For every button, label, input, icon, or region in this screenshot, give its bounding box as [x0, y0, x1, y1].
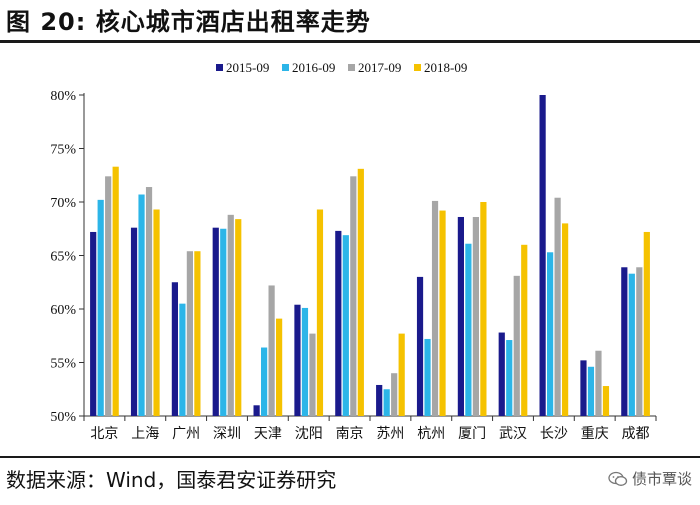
- legend-swatch: [348, 64, 355, 71]
- bar: [309, 333, 316, 416]
- bar: [227, 214, 234, 416]
- bar: [439, 210, 446, 416]
- chart-title: 图 20: 核心城市酒店出租率走势: [6, 8, 371, 36]
- x-tick-label: 北京: [90, 426, 118, 442]
- wechat-icon: [608, 471, 628, 486]
- bar: [145, 187, 153, 416]
- footer-divider: [0, 456, 700, 458]
- bar: [253, 405, 260, 416]
- x-tick-label: 长沙: [540, 426, 568, 442]
- x-tick-label: 杭州: [417, 426, 445, 442]
- x-tick-label: 重庆: [581, 426, 609, 442]
- bar: [350, 176, 357, 416]
- bar: [186, 251, 193, 416]
- bar: [539, 95, 546, 416]
- bar: [480, 202, 487, 416]
- bar: [562, 223, 569, 416]
- x-tick-label: 沈阳: [295, 426, 323, 442]
- y-tick-label: 75%: [50, 143, 76, 158]
- bar: [391, 373, 398, 416]
- bar: [621, 267, 628, 416]
- bar: [472, 216, 479, 416]
- bar: [335, 230, 342, 416]
- bar: [212, 227, 219, 416]
- bar: [506, 340, 513, 416]
- bar: [643, 231, 650, 416]
- x-tick-label: 厦门: [458, 426, 486, 442]
- bar: [97, 199, 104, 416]
- x-tick-label: 上海: [131, 426, 159, 442]
- bar: [90, 231, 97, 416]
- bar: [416, 276, 424, 416]
- y-tick-label: 55%: [50, 357, 76, 372]
- y-tick-label: 60%: [50, 303, 76, 318]
- bar: [316, 209, 324, 416]
- bar: [465, 243, 472, 416]
- source-note: 数据来源：Wind，国泰君安证券研究: [6, 468, 337, 492]
- watermark: 债市覃谈: [608, 468, 692, 489]
- legend-swatch: [414, 64, 421, 71]
- bar: [235, 219, 242, 416]
- bar: [179, 303, 186, 416]
- bar: [220, 228, 227, 416]
- bar: [521, 244, 528, 416]
- bar: [398, 333, 405, 416]
- bar: [628, 273, 635, 416]
- legend-label: 2018-09: [424, 60, 467, 75]
- bar: [587, 366, 595, 416]
- bar: [595, 350, 602, 416]
- bar: [342, 235, 349, 416]
- x-tick-label: 深圳: [213, 426, 241, 442]
- legend-swatch: [282, 64, 289, 71]
- bar: [513, 275, 520, 416]
- title-divider: [0, 40, 700, 43]
- legend-swatch: [216, 64, 223, 71]
- bar: [602, 386, 610, 416]
- bar: [498, 332, 505, 416]
- x-tick-label: 苏州: [376, 426, 404, 442]
- bar: [105, 176, 112, 416]
- bar: [301, 307, 309, 416]
- bar: [276, 318, 283, 416]
- bar: [357, 168, 364, 416]
- y-tick-label: 50%: [50, 410, 76, 425]
- bar: [194, 251, 201, 416]
- legend-label: 2015-09: [226, 60, 269, 75]
- x-tick-label: 南京: [336, 426, 364, 442]
- x-tick-label: 天津: [254, 426, 282, 442]
- bar: [153, 209, 160, 416]
- bar: [431, 200, 439, 416]
- bar: [294, 304, 301, 416]
- bar: [424, 338, 431, 416]
- watermark-text: 债市覃谈: [631, 470, 692, 488]
- legend-label: 2016-09: [292, 60, 335, 75]
- x-tick-label: 成都: [622, 426, 650, 442]
- bar: [554, 197, 561, 416]
- bar: [130, 227, 138, 416]
- bar: [376, 384, 383, 416]
- bar: [138, 194, 145, 416]
- x-tick-label: 武汉: [499, 426, 527, 442]
- legend-label: 2017-09: [358, 60, 401, 75]
- bar: [636, 267, 643, 416]
- bar: [171, 282, 178, 416]
- bar: [112, 166, 119, 416]
- bar: [383, 389, 390, 416]
- bar: [268, 285, 275, 416]
- bar: [547, 252, 554, 416]
- y-tick-label: 70%: [50, 196, 76, 211]
- y-tick-label: 80%: [50, 89, 76, 104]
- bar: [457, 216, 464, 416]
- x-tick-label: 广州: [172, 426, 200, 442]
- y-tick-label: 65%: [50, 250, 76, 265]
- bar: [580, 360, 587, 416]
- bar: [261, 347, 268, 416]
